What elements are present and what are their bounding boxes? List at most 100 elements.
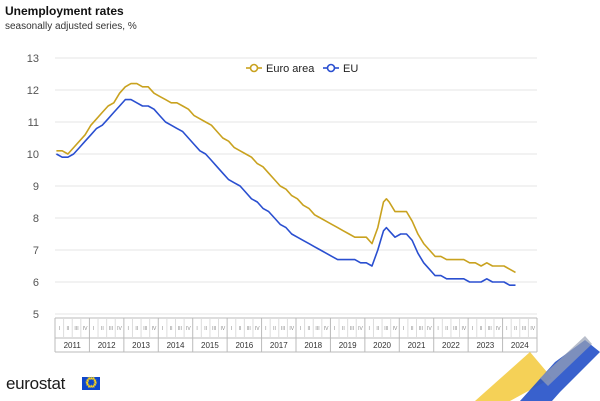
year-label: 2013 [132, 341, 150, 350]
series-line-euro-area [56, 82, 516, 274]
eurostat-logo: eurostat [6, 374, 66, 393]
legend-marker [249, 63, 259, 73]
quarter-label: III [178, 326, 182, 332]
flag-star-icon: ★ [91, 376, 96, 383]
y-tick-label: 8 [33, 213, 39, 225]
quarter-label: I [300, 326, 301, 332]
quarter-label: II [411, 326, 414, 332]
quarter-label: III [315, 326, 319, 332]
year-label: 2011 [64, 341, 82, 350]
quarter-label: IV [255, 326, 260, 332]
quarter-label: IV [220, 326, 225, 332]
quarter-label: II [376, 326, 379, 332]
flag-star-icon: ★ [86, 383, 92, 390]
quarter-label: I [506, 326, 507, 332]
quarter-label: III [143, 326, 147, 332]
flag-star-icon: ★ [92, 377, 98, 384]
flag-star-icon: ★ [84, 380, 90, 386]
quarter-label: II [273, 326, 276, 332]
quarter-label: II [170, 326, 173, 332]
quarter-label: I [437, 326, 438, 332]
year-label: 2015 [201, 341, 219, 350]
quarter-label: I [472, 326, 473, 332]
quarter-label: IV [358, 326, 363, 332]
quarter-label: II [67, 326, 70, 332]
year-label: 2012 [98, 341, 116, 350]
quarter-label: II [308, 326, 311, 332]
flag-star-icon: ★ [86, 376, 92, 383]
quarter-label: I [162, 326, 163, 332]
chart-title: Unemployment rates [5, 4, 124, 18]
flag-star-icon: ★ [89, 375, 94, 382]
y-tick-label: 7 [33, 245, 39, 257]
quarter-label: IV [289, 326, 294, 332]
year-label: 2016 [235, 341, 253, 350]
quarter-label: II [514, 326, 517, 332]
year-label: 2020 [373, 341, 391, 350]
year-label: 2019 [339, 341, 357, 350]
quarter-label: III [74, 326, 78, 332]
flag-star-icon: ★ [85, 382, 90, 389]
quarter-label: I [368, 326, 369, 332]
quarter-label: III [212, 326, 216, 332]
quarter-label: I [59, 326, 60, 332]
quarter-label: II [101, 326, 104, 332]
legend-label: EU [343, 63, 358, 75]
year-label: 2021 [408, 341, 426, 350]
year-label: 2022 [442, 341, 460, 350]
quarter-label: II [135, 326, 138, 332]
quarter-label: I [231, 326, 232, 332]
quarter-label: I [196, 326, 197, 332]
quarter-label: IV [152, 326, 157, 332]
quarter-label: I [265, 326, 266, 332]
quarter-label: I [127, 326, 128, 332]
flag-star-icon: ★ [93, 380, 98, 386]
flag-star-icon: ★ [89, 384, 94, 391]
quarter-label: I [93, 326, 94, 332]
legend-label: Euro area [266, 63, 315, 75]
quarter-label: III [281, 326, 285, 332]
year-label: 2023 [476, 341, 494, 350]
quarter-label: I [334, 326, 335, 332]
ribbon-grey-shape [540, 336, 592, 386]
year-label: 2018 [304, 341, 322, 350]
quarter-label: IV [324, 326, 329, 332]
quarter-label: IV [393, 326, 398, 332]
quarter-label: IV [496, 326, 501, 332]
quarter-label: IV [186, 326, 191, 332]
y-tick-label: 10 [27, 149, 39, 161]
quarter-label: III [453, 326, 457, 332]
quarter-label: II [239, 326, 242, 332]
quarter-label: III [488, 326, 492, 332]
quarter-label: III [419, 326, 423, 332]
y-tick-label: 12 [27, 85, 39, 97]
quarter-label: IV [83, 326, 88, 332]
quarter-label: I [403, 326, 404, 332]
quarter-label: III [522, 326, 526, 332]
quarter-label: III [384, 326, 388, 332]
quarter-label: III [247, 326, 251, 332]
quarter-label: IV [117, 326, 122, 332]
flag-star-icon: ★ [91, 383, 96, 390]
year-label: 2017 [270, 341, 288, 350]
quarter-label: II [204, 326, 207, 332]
quarter-label: II [342, 326, 345, 332]
chart-subtitle: seasonally adjusted series, % [5, 21, 137, 32]
y-tick-label: 13 [27, 53, 39, 65]
y-tick-label: 11 [28, 117, 39, 129]
quarter-label: III [350, 326, 354, 332]
y-tick-label: 9 [33, 181, 39, 193]
quarter-label: IV [461, 326, 466, 332]
quarter-label: II [480, 326, 483, 332]
series-line-eu [56, 98, 516, 286]
y-tick-label: 6 [33, 277, 39, 289]
eu-flag-icon: ★ ★ ★ ★ ★ ★ ★ ★ ★ ★ ★ ★ [82, 375, 100, 391]
year-label: 2014 [167, 341, 185, 350]
flag-star-icon: ★ [92, 382, 98, 389]
legend-marker [326, 63, 336, 73]
flag-star-icon: ★ [85, 377, 90, 384]
quarter-label: II [445, 326, 448, 332]
ribbon-yellow-shape [475, 352, 552, 401]
year-label: 2024 [511, 341, 529, 350]
